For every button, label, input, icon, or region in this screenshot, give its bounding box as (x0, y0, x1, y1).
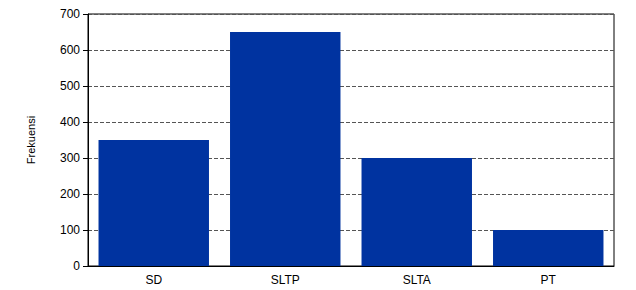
svg-text:PT: PT (541, 273, 557, 287)
svg-text:100: 100 (60, 223, 80, 237)
svg-text:500: 500 (60, 79, 80, 93)
svg-text:Frekuensi: Frekuensi (25, 116, 37, 164)
svg-text:600: 600 (60, 43, 80, 57)
svg-text:200: 200 (60, 187, 80, 201)
svg-text:SLTA: SLTA (403, 273, 431, 287)
svg-text:400: 400 (60, 115, 80, 129)
svg-text:SLTP: SLTP (271, 273, 300, 287)
svg-text:0: 0 (73, 259, 80, 273)
svg-text:700: 700 (60, 7, 80, 21)
svg-text:300: 300 (60, 151, 80, 165)
svg-text:SD: SD (145, 273, 162, 287)
